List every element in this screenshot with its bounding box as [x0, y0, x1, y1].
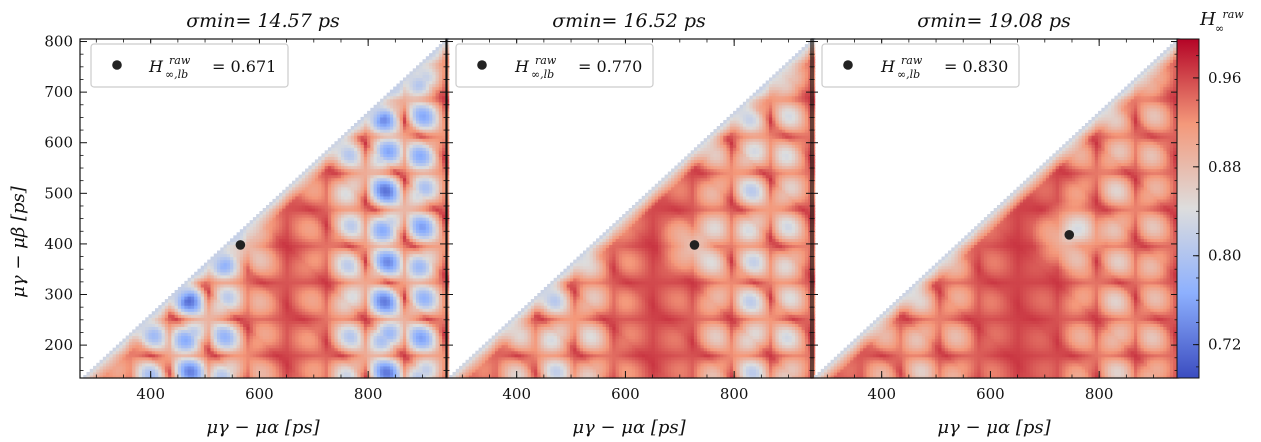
panel-1-title: σmin= 14.57 ps [186, 10, 340, 32]
panel-1-heatmap [83, 38, 449, 379]
panel-1: σmin= 14.57 ps 400 600 8002003004005006007… [8, 10, 449, 438]
